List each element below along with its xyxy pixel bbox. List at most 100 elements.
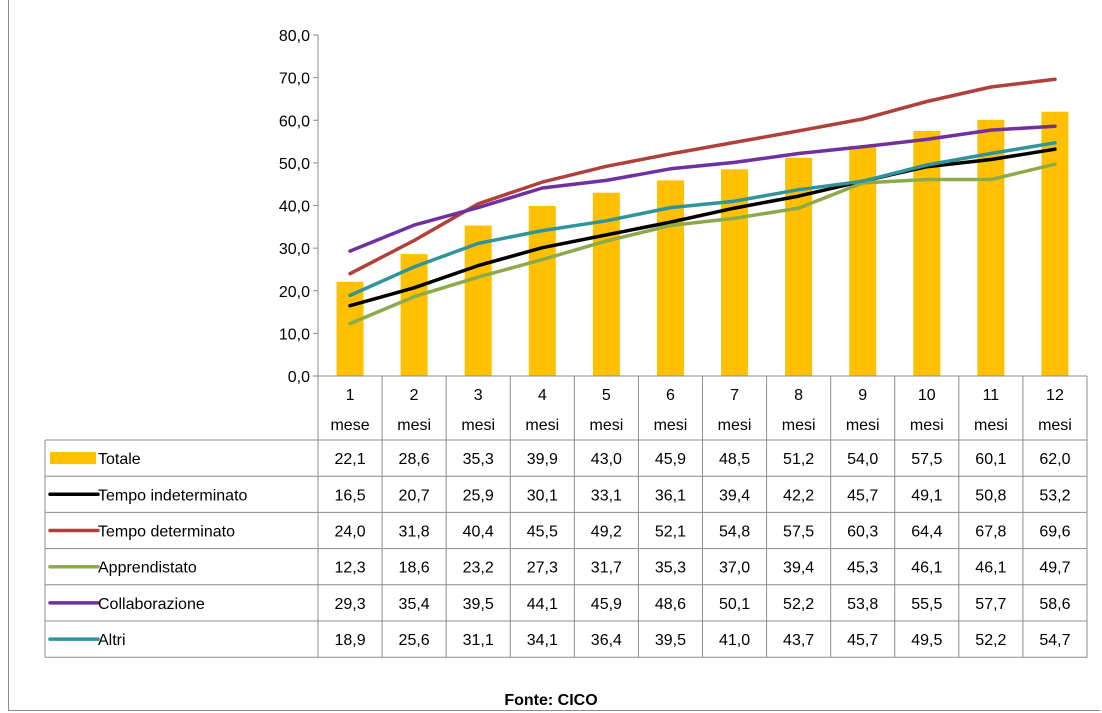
table-cell-value: 60,3 — [847, 524, 878, 541]
x-tick-label: 7 — [730, 387, 739, 404]
table-cell-value: 25,9 — [463, 487, 494, 504]
series-line-2 — [348, 77, 1057, 276]
table-cell-value: 53,8 — [847, 596, 878, 613]
table-cell-value: 52,2 — [783, 596, 814, 613]
table-cell-value: 40,4 — [463, 524, 494, 541]
bar-10 — [913, 130, 941, 376]
table-cell-value: 48,6 — [655, 596, 686, 613]
bar-4 — [528, 205, 556, 376]
x-tick-label: mesi — [1038, 417, 1072, 434]
x-tick-label: 4 — [538, 387, 547, 404]
x-tick-label: mese — [330, 417, 369, 434]
table-cell-value: 39,5 — [655, 632, 686, 649]
table-cell-value: 39,4 — [719, 487, 750, 504]
y-tick-label: 20,0 — [279, 284, 310, 301]
table-cell-value: 39,5 — [463, 596, 494, 613]
table-cell-value: 45,7 — [847, 632, 878, 649]
table-cell-value: 35,3 — [655, 560, 686, 577]
table-cell-value: 57,5 — [783, 524, 814, 541]
x-tick-label: 1 — [346, 387, 355, 404]
x-tick-label: 3 — [474, 387, 483, 404]
table-cell-value: 55,5 — [911, 596, 942, 613]
table-cell-value: 35,3 — [463, 451, 494, 468]
legend-entry: Altri — [98, 632, 126, 649]
bar-11 — [977, 119, 1005, 376]
bar-1 — [336, 281, 364, 376]
table-cell-value: 57,5 — [911, 451, 942, 468]
legend-entry: Apprendistato — [98, 560, 197, 577]
series-line-5 — [348, 141, 1057, 298]
x-tick-label: 9 — [858, 387, 867, 404]
table-cell-value: 36,4 — [591, 632, 622, 649]
x-tick-label: mesi — [397, 417, 431, 434]
table-cell-value: 49,5 — [911, 632, 942, 649]
table-cell-value: 43,7 — [783, 632, 814, 649]
x-tick-label: 6 — [666, 387, 675, 404]
table-cell-value: 50,8 — [975, 487, 1006, 504]
x-tick-label: mesi — [846, 417, 880, 434]
table-cell-value: 58,6 — [1039, 596, 1070, 613]
table-cell-value: 28,6 — [399, 451, 430, 468]
legend-entry: Tempo determinato — [98, 524, 235, 541]
y-tick-label: 10,0 — [279, 326, 310, 343]
x-tick-label: mesi — [782, 417, 816, 434]
table-cell-value: 45,5 — [527, 524, 558, 541]
table-cell-value: 31,7 — [591, 560, 622, 577]
table-cell-value: 60,1 — [975, 451, 1006, 468]
x-tick-label: mesi — [718, 417, 752, 434]
table-cell-value: 54,7 — [1039, 632, 1070, 649]
table-cell-value: 33,1 — [591, 487, 622, 504]
source-note: Fonte: CICO — [504, 692, 598, 709]
x-tick-label: 5 — [602, 387, 611, 404]
table-cell-value: 23,2 — [463, 560, 494, 577]
table-cell-value: 45,7 — [847, 487, 878, 504]
table-cell-value: 29,3 — [334, 596, 365, 613]
table-cell-value: 39,9 — [527, 451, 558, 468]
table-cell-value: 54,0 — [847, 451, 878, 468]
table-cell-value: 41,0 — [719, 632, 750, 649]
table-cell-value: 45,3 — [847, 560, 878, 577]
series-line-3 — [348, 162, 1057, 326]
table-cell-value: 39,4 — [783, 560, 814, 577]
x-tick-label: 11 — [983, 387, 1000, 404]
x-tick-label: mesi — [461, 417, 495, 434]
table-cell-value: 31,8 — [399, 524, 430, 541]
table-cell-value: 18,6 — [399, 560, 430, 577]
y-tick-label: 70,0 — [279, 71, 310, 88]
table-cell-value: 45,9 — [655, 451, 686, 468]
series-line-4 — [348, 124, 1057, 253]
bar-3 — [464, 225, 492, 376]
table-cell-value: 44,1 — [527, 596, 558, 613]
x-tick-label: 12 — [1046, 387, 1064, 404]
table-cell-value: 49,7 — [1039, 560, 1070, 577]
table-cell-value: 42,2 — [783, 487, 814, 504]
table-cell-value: 30,1 — [527, 487, 558, 504]
table-cell-value: 69,6 — [1039, 524, 1070, 541]
y-tick-label: 0,0 — [288, 369, 310, 386]
table-cell-value: 48,5 — [719, 451, 750, 468]
table-cell-value: 12,3 — [334, 560, 365, 577]
y-tick-label: 30,0 — [279, 241, 310, 258]
table-cell-value: 37,0 — [719, 560, 750, 577]
bar-2 — [400, 254, 428, 376]
table-cell-value: 34,1 — [527, 632, 558, 649]
table-cell-value: 46,1 — [975, 560, 1006, 577]
table-cell-value: 18,9 — [334, 632, 365, 649]
x-tick-label: mesi — [974, 417, 1008, 434]
x-tick-label: 8 — [794, 387, 803, 404]
bar-12 — [1041, 111, 1069, 376]
table-cell-value: 52,2 — [975, 632, 1006, 649]
table-cell-value: 45,9 — [591, 596, 622, 613]
table-cell-value: 46,1 — [911, 560, 942, 577]
y-tick-label: 60,0 — [279, 113, 310, 130]
chart-frame — [8, 0, 1100, 711]
y-tick-label: 80,0 — [279, 28, 310, 45]
table-cell-value: 36,1 — [655, 487, 686, 504]
table-cell-value: 27,3 — [527, 560, 558, 577]
table-cell-value: 20,7 — [399, 487, 430, 504]
legend-key-bar — [50, 452, 96, 465]
table-cell-value: 64,4 — [911, 524, 942, 541]
x-tick-label: 10 — [918, 387, 936, 404]
table-cell-value: 31,1 — [463, 632, 494, 649]
